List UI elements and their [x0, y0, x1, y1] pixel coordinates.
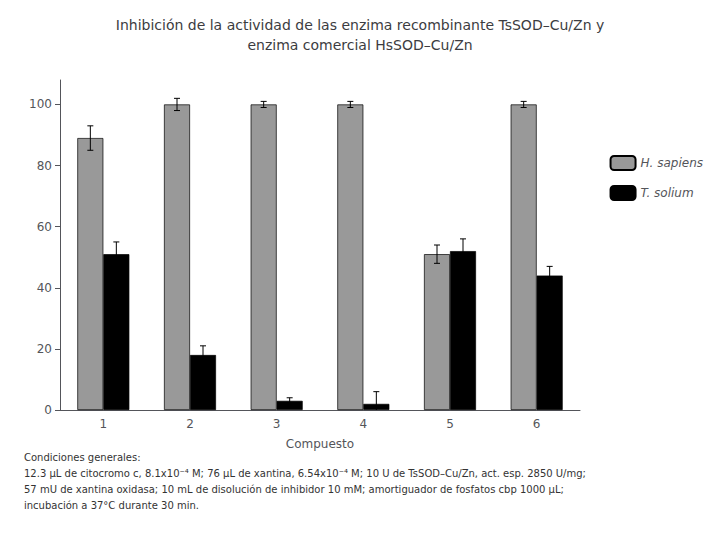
- svg-text:100: 100: [29, 97, 52, 111]
- svg-text:1: 1: [100, 417, 108, 431]
- svg-text:0: 0: [44, 403, 52, 417]
- svg-text:H. sapiens: H. sapiens: [641, 156, 703, 170]
- svg-text:Inhibición de la actividad de: Inhibición de la actividad de las enzima…: [116, 17, 604, 33]
- svg-text:12.3 μL de citocromo c, 8.1x10: 12.3 μL de citocromo c, 8.1x10⁻⁴ M; 76 μ…: [24, 468, 586, 479]
- svg-text:20: 20: [37, 342, 52, 356]
- svg-text:80: 80: [37, 159, 52, 173]
- svg-text:40: 40: [37, 281, 52, 295]
- svg-text:5: 5: [446, 417, 454, 431]
- svg-text:incubación a 37°C durante 30 m: incubación a 37°C durante 30 min.: [24, 500, 199, 511]
- svg-text:T. solium: T. solium: [641, 186, 694, 200]
- svg-text:60: 60: [37, 220, 52, 234]
- svg-text:4: 4: [360, 417, 368, 431]
- svg-text:Compuesto: Compuesto: [286, 437, 354, 451]
- svg-text:2: 2: [186, 417, 194, 431]
- svg-text:Condiciones generales:: Condiciones generales:: [24, 452, 141, 463]
- svg-text:enzima comercial HsSOD–Cu/Zn: enzima comercial HsSOD–Cu/Zn: [247, 37, 472, 53]
- svg-text:6: 6: [533, 417, 541, 431]
- svg-text:3: 3: [273, 417, 281, 431]
- svg-text:57 mU de xantina oxidasa; 10 m: 57 mU de xantina oxidasa; 10 mL de disol…: [24, 484, 564, 495]
